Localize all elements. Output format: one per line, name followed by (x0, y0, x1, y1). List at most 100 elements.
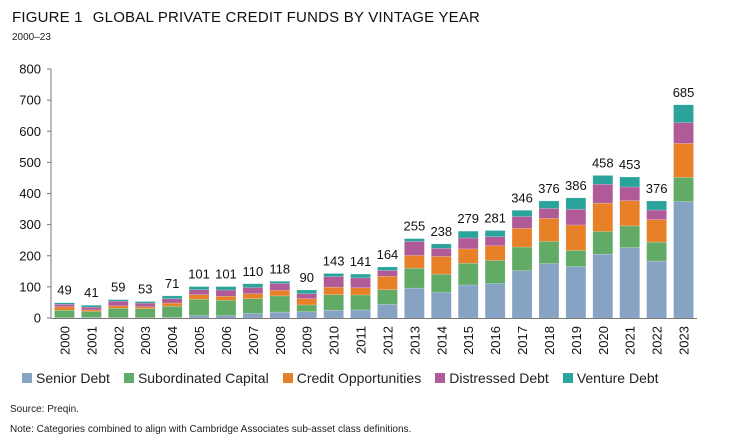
total-label: 386 (565, 178, 587, 193)
total-label: 143 (323, 253, 345, 268)
bar-segment-subordinated-capital (377, 289, 398, 305)
x-tick-label: 2012 (380, 326, 395, 355)
x-tick-label: 2008 (273, 326, 288, 355)
bar-segment-distressed-debt (242, 287, 264, 294)
x-tick-label: 2018 (542, 326, 557, 355)
bar-segment-credit-opportunities (134, 306, 156, 309)
total-label: 458 (592, 155, 614, 170)
bar-segment-credit-opportunities (215, 295, 237, 301)
bar-segment-senior-debt (484, 283, 506, 319)
bar-segment-venture-debt (215, 286, 237, 291)
bar-segment-distressed-debt (431, 248, 452, 257)
x-tick-label: 2021 (623, 326, 638, 355)
total-label: 376 (538, 181, 560, 196)
bar-segment-subordinated-capital (269, 295, 291, 313)
bar-segment-venture-debt (404, 238, 425, 242)
y-tick-label: 100 (19, 279, 41, 294)
y-tick-label: 200 (19, 248, 41, 263)
bar-segment-senior-debt (646, 260, 667, 319)
bar-segment-credit-opportunities (269, 290, 291, 297)
bar-segment-venture-debt (54, 302, 75, 305)
bar-segment-venture-debt (81, 304, 102, 308)
bar-segment-subordinated-capital (404, 267, 425, 289)
bar-segment-subordinated-capital (673, 177, 694, 202)
legend-item-credit-opportunities: Credit Opportunities (282, 370, 421, 386)
bar-segment-venture-debt (108, 299, 129, 302)
total-label: 346 (511, 190, 533, 205)
bar-segment-subordinated-capital (242, 298, 264, 314)
bar-segment-distressed-debt (404, 241, 425, 256)
legend-swatch (435, 373, 446, 383)
bar-segment-senior-debt (538, 263, 560, 319)
total-label: 71 (165, 276, 179, 291)
bar-segment-subordinated-capital (108, 308, 129, 318)
bar-segment-credit-opportunities (619, 200, 640, 227)
total-label: 279 (457, 211, 479, 226)
bar-segment-subordinated-capital (323, 294, 344, 311)
x-tick-label: 2019 (569, 326, 584, 355)
bar-segment-distressed-debt (646, 209, 667, 220)
x-tick-label: 2022 (650, 326, 665, 355)
bar-segment-senior-debt (619, 247, 640, 319)
bar-segment-senior-debt (511, 270, 533, 319)
bar-segment-subordinated-capital (161, 305, 183, 318)
source-note: Source: Preqin. (10, 404, 79, 415)
x-tick-label: 2016 (488, 326, 503, 355)
bar-segment-venture-debt (511, 210, 533, 217)
total-label: 101 (188, 267, 210, 282)
bar-segment-distressed-debt (484, 236, 506, 247)
bar-segment-venture-debt (431, 243, 452, 249)
bar-segment-credit-opportunities (296, 298, 317, 306)
chart-plot: 0 100 200 300 400 500 600 700 800 49 41 59 53 71 101 1… (19, 62, 697, 355)
total-label: 255 (404, 219, 426, 234)
x-tick-label: 2005 (192, 326, 207, 355)
bar-segment-credit-opportunities (457, 248, 479, 264)
bar-segment-senior-debt (457, 284, 479, 319)
bar-segment-distressed-debt (188, 289, 210, 295)
bar-segment-subordinated-capital (592, 231, 614, 255)
x-tick-label: 2001 (84, 326, 99, 355)
legend-swatch (22, 373, 32, 383)
bar-segment-subordinated-capital (188, 299, 210, 316)
bar-segment-distressed-debt (592, 183, 614, 204)
bar-segment-senior-debt (377, 304, 398, 319)
y-tick-label: 800 (19, 62, 41, 77)
x-tick-label: 2023 (677, 326, 692, 355)
bar-segment-venture-debt (592, 175, 614, 185)
x-tick-label: 2009 (300, 326, 315, 355)
y-axis: 0 100 200 300 400 500 600 700 800 (19, 62, 52, 326)
bar-segment-credit-opportunities (565, 224, 587, 251)
footnote: Note: Categories combined to align with … (10, 424, 412, 435)
bar-segment-venture-debt (296, 289, 317, 294)
bar-segment-credit-opportunities (404, 255, 425, 269)
total-label: 281 (484, 211, 506, 226)
total-label: 376 (646, 181, 668, 196)
bar-segment-credit-opportunities (108, 305, 129, 309)
total-label: 59 (111, 280, 125, 295)
bar-segment-credit-opportunities (646, 219, 667, 243)
bar-segment-credit-opportunities (188, 294, 210, 300)
bar-segment-credit-opportunities (323, 286, 344, 295)
bar-segment-subordinated-capital (215, 300, 237, 316)
bar-segment-subordinated-capital (431, 273, 452, 293)
bar-segment-venture-debt (619, 176, 640, 188)
total-label: 110 (243, 264, 264, 279)
bar-segment-subordinated-capital (646, 241, 667, 262)
x-axis: 2000 2001 2002 2003 2004 2005 2006 2007 2008 2009… (51, 318, 697, 355)
bar-segment-subordinated-capital (134, 308, 156, 318)
bar-segment-venture-debt (673, 104, 694, 123)
x-tick-label: 2010 (327, 326, 342, 355)
bar-segment-credit-opportunities (538, 218, 560, 242)
bar-segment-senior-debt (269, 311, 291, 319)
legend-label: Senior Debt (36, 370, 110, 386)
figure-label: FIGURE 1 (12, 9, 83, 26)
x-tick-label: 2004 (165, 326, 180, 355)
bar-segment-distressed-debt (108, 300, 129, 307)
legend-swatch (123, 373, 134, 383)
total-label: 118 (269, 261, 290, 276)
bar-segment-credit-opportunities (161, 302, 183, 307)
bar-segment-venture-debt (323, 273, 344, 277)
bar-segment-venture-debt (161, 295, 183, 299)
bar-segment-senior-debt (592, 253, 614, 319)
legend: Senior Debt Subordinated Capital Credit Op… (22, 370, 659, 386)
